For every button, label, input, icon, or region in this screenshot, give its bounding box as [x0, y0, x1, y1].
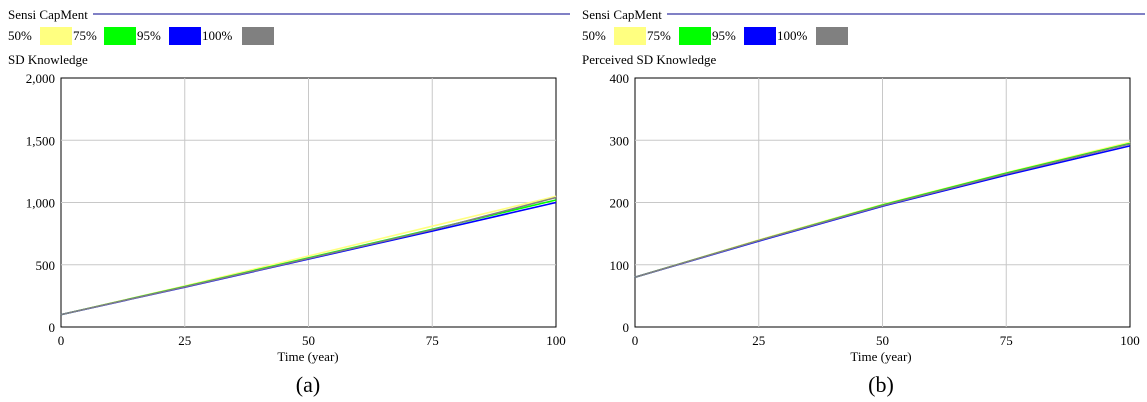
panel-a-y-tick-label: 2,000	[26, 71, 55, 86]
panel-b-series-100-line	[634, 143, 1131, 278]
panel-a-plot: 0 25 50 75 100 0 500 1,000 1,500 2,000	[26, 71, 566, 348]
panel-b-x-tick-label: 100	[1120, 333, 1140, 348]
panel-b-x-tick-label: 25	[752, 333, 765, 348]
panel-b-legend-swatch-100	[816, 27, 848, 45]
panel-a-y-tick-label: 1,500	[26, 133, 55, 148]
panel-a-x-tick-label: 25	[178, 333, 191, 348]
panel-a-y-tick-label: 500	[36, 258, 56, 273]
panel-a-xlabel: Time (year)	[277, 349, 338, 364]
panel-b: Sensi CapMent 50% 75% 95% 100% Perceived…	[582, 7, 1145, 397]
panel-b-legend-label-95: 95%	[712, 28, 736, 43]
panel-a-legend-label-95: 95%	[137, 28, 161, 43]
panel-b-ylabel: Perceived SD Knowledge	[582, 52, 717, 67]
panel-b-legend-swatch-75	[679, 27, 711, 45]
panel-b-plot: 0 25 50 75 100 0 100 200 300 400	[610, 71, 1140, 348]
panel-a-series-100-line	[60, 196, 557, 316]
panel-b-y-tick-label: 0	[623, 320, 630, 335]
panel-b-y-tick-label: 200	[610, 196, 630, 211]
panel-a: Sensi CapMent 50% 75% 95% 100% SD Knowle…	[8, 7, 570, 397]
panel-a-legend-swatch-95	[169, 27, 201, 45]
panel-a-legend-label-100: 100%	[202, 28, 233, 43]
panel-a-y-tick-label: 1,000	[26, 196, 55, 211]
panel-a-x-tick-label: 0	[58, 333, 65, 348]
panel-b-legend-label-75: 75%	[647, 28, 671, 43]
panel-a-legend-swatch-100	[242, 27, 274, 45]
panel-b-legend-label-100: 100%	[777, 28, 808, 43]
panel-a-legend: 50% 75% 95% 100%	[8, 27, 274, 45]
panel-a-caption: (a)	[296, 372, 320, 397]
panel-a-legend-swatch-75	[104, 27, 136, 45]
panel-a-ylabel: SD Knowledge	[8, 52, 88, 67]
panel-b-y-tick-label: 400	[610, 71, 630, 86]
panel-a-x-tick-label: 100	[546, 333, 566, 348]
panel-b-x-tick-label: 50	[876, 333, 889, 348]
panel-a-legend-swatch-50	[40, 27, 72, 45]
panel-b-x-tick-label: 0	[632, 333, 639, 348]
panel-a-legend-label-75: 75%	[73, 28, 97, 43]
panel-a-x-tick-label: 50	[302, 333, 315, 348]
panel-b-x-tick-label: 75	[1000, 333, 1013, 348]
panel-b-xlabel: Time (year)	[850, 349, 911, 364]
panel-b-legend: 50% 75% 95% 100%	[582, 27, 848, 45]
panel-a-y-tick-label: 0	[49, 320, 56, 335]
panel-b-caption: (b)	[868, 372, 894, 397]
panel-b-header: Sensi CapMent	[582, 7, 662, 22]
panel-b-legend-label-50: 50%	[582, 28, 606, 43]
panel-b-legend-swatch-95	[744, 27, 776, 45]
panel-b-y-tick-label: 100	[610, 258, 630, 273]
panel-a-legend-label-50: 50%	[8, 28, 32, 43]
panel-b-legend-swatch-50	[614, 27, 646, 45]
panel-b-y-tick-label: 300	[610, 133, 630, 148]
panel-a-header: Sensi CapMent	[8, 7, 88, 22]
panel-a-x-tick-label: 75	[426, 333, 439, 348]
